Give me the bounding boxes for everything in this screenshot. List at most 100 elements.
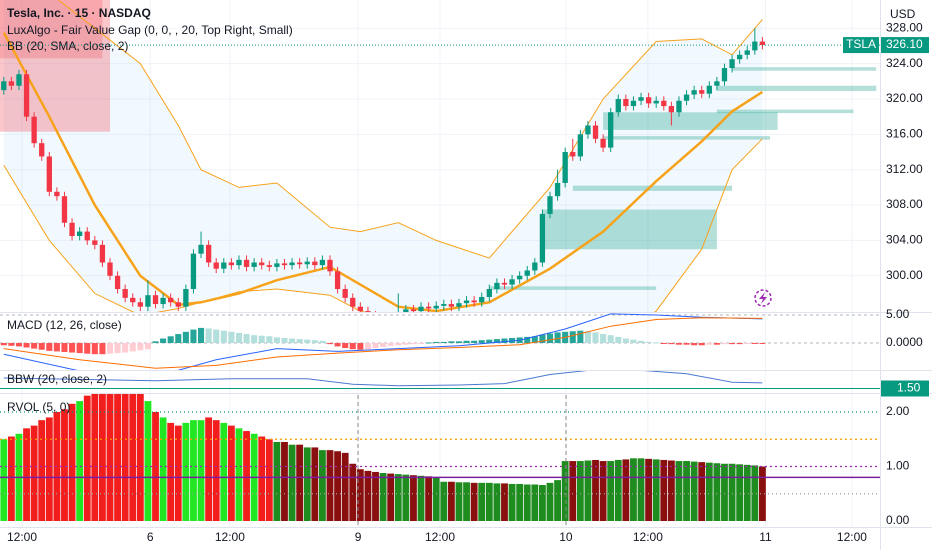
rvol-bar bbox=[425, 476, 433, 522]
macd-histogram-bar bbox=[122, 343, 129, 353]
macd-histogram-bar bbox=[258, 335, 265, 344]
candle-body bbox=[585, 125, 591, 135]
rvol-bar bbox=[61, 409, 68, 522]
candle-body bbox=[479, 296, 485, 303]
rvol-bar bbox=[743, 464, 751, 522]
candle-body bbox=[198, 244, 204, 254]
candle-body bbox=[350, 297, 356, 307]
candle-body bbox=[668, 106, 675, 113]
macd-histogram-bar bbox=[198, 327, 205, 344]
rvol-bar bbox=[296, 444, 304, 522]
indicator-legend: MACD (12, 26, close) bbox=[7, 318, 122, 332]
rvol-bar bbox=[493, 483, 501, 522]
candle-body bbox=[600, 138, 606, 148]
candle-body bbox=[494, 282, 500, 290]
candle-body bbox=[501, 282, 508, 285]
fvg-box bbox=[0, 0, 110, 132]
x-tick-label: 11 bbox=[759, 530, 772, 544]
x-tick-label: 12:00 bbox=[425, 530, 455, 544]
macd-histogram-bar bbox=[91, 343, 98, 355]
candle-body bbox=[403, 309, 409, 312]
macd-histogram-bar bbox=[129, 343, 136, 352]
rvol-bar bbox=[144, 401, 152, 522]
alert-icon[interactable] bbox=[754, 289, 772, 307]
macd-histogram-bar bbox=[463, 340, 470, 344]
macd-histogram-bar bbox=[380, 343, 387, 347]
macd-histogram-bar bbox=[698, 343, 705, 346]
rvol-bar bbox=[584, 460, 592, 522]
rvol-bar bbox=[728, 463, 736, 522]
candle-body bbox=[577, 134, 583, 157]
macd-histogram-bar bbox=[486, 339, 493, 344]
rvol-bar bbox=[265, 439, 273, 522]
rvol-bar bbox=[387, 473, 395, 522]
macd-histogram-bar bbox=[296, 339, 303, 344]
macd-histogram-bar bbox=[311, 340, 318, 344]
currency-label: USD bbox=[890, 7, 916, 21]
symbol-tag-text: TSLA bbox=[846, 37, 876, 51]
macd-histogram-bar bbox=[387, 343, 394, 346]
rvol-bar bbox=[311, 447, 319, 522]
candle-body bbox=[706, 85, 712, 94]
macd-histogram-bar bbox=[273, 337, 280, 344]
fvg-box bbox=[489, 286, 657, 290]
macd-histogram-bar bbox=[471, 340, 478, 344]
candle-body bbox=[274, 263, 280, 267]
macd-histogram-bar bbox=[114, 343, 121, 354]
rvol-bar bbox=[576, 461, 584, 522]
candle-body bbox=[190, 253, 197, 290]
candle-body bbox=[289, 262, 295, 266]
candle-body bbox=[752, 41, 758, 51]
symbol-title: Tesla, Inc. · 15 · NASDAQ bbox=[7, 6, 151, 20]
macd-histogram-bar bbox=[539, 334, 546, 344]
macd-histogram-bar bbox=[531, 336, 538, 344]
candle-body bbox=[433, 305, 439, 309]
rvol-bar bbox=[341, 452, 349, 522]
macd-line bbox=[3, 317, 763, 369]
rvol-bar bbox=[7, 436, 15, 522]
rvol-bar bbox=[440, 481, 448, 522]
y-tick-label: 308.00 bbox=[886, 197, 923, 211]
macd-histogram-bar bbox=[440, 341, 447, 344]
macd-histogram-bar bbox=[759, 343, 766, 345]
bb-upper bbox=[57, 0, 763, 259]
macd-histogram-bar bbox=[38, 343, 45, 350]
rvol-bar bbox=[68, 403, 76, 522]
macd-histogram-bar bbox=[706, 343, 713, 345]
candle-body bbox=[23, 74, 30, 117]
candle-body bbox=[532, 262, 538, 271]
candle-body bbox=[39, 143, 45, 157]
candle-body bbox=[152, 295, 159, 305]
rvol-bar bbox=[592, 459, 599, 522]
candle-body bbox=[122, 289, 128, 298]
rvol-bar bbox=[159, 417, 167, 522]
macd-histogram-bar bbox=[137, 343, 144, 351]
candle-body bbox=[562, 152, 568, 183]
macd-histogram-bar bbox=[751, 343, 758, 345]
y-tick-label: 316.00 bbox=[886, 127, 923, 141]
rvol-bar bbox=[197, 420, 205, 522]
y-tick-label: 1.00 bbox=[886, 459, 910, 473]
rvol-bar bbox=[379, 473, 387, 522]
candle-body bbox=[357, 306, 363, 312]
candle-body bbox=[16, 74, 22, 86]
macd-histogram-bar bbox=[721, 343, 728, 345]
rvol-bar bbox=[121, 394, 129, 522]
rvol-bar bbox=[76, 401, 84, 522]
rvol-bar bbox=[751, 465, 759, 522]
rvol-bar bbox=[129, 394, 137, 522]
candle-body bbox=[653, 100, 659, 104]
macd-histogram-bar bbox=[349, 343, 356, 350]
macd-pane bbox=[0, 313, 880, 370]
macd-histogram-bar bbox=[23, 343, 30, 348]
macd-histogram-bar bbox=[744, 343, 751, 345]
candle-body bbox=[380, 316, 385, 320]
candle-body bbox=[721, 68, 728, 82]
macd-histogram-bar bbox=[478, 340, 485, 344]
macd-histogram-bar bbox=[167, 336, 174, 344]
rvol-bar bbox=[174, 425, 182, 522]
macd-histogram-bar bbox=[182, 331, 189, 344]
candle-body bbox=[448, 304, 455, 307]
candle-body bbox=[608, 112, 614, 148]
rvol-bar bbox=[523, 484, 531, 522]
